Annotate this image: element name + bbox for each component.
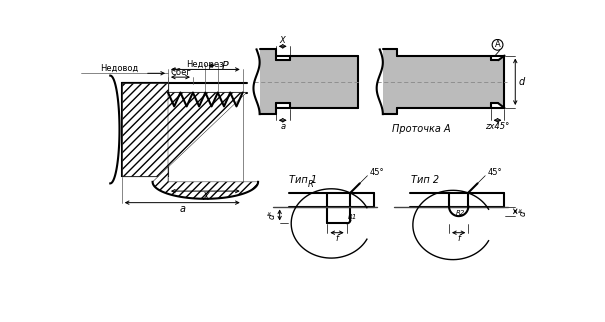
- Text: R1: R1: [348, 214, 358, 220]
- Polygon shape: [397, 56, 505, 108]
- Text: X: X: [280, 36, 286, 45]
- Text: d: d: [518, 77, 525, 87]
- Text: Тип 2: Тип 2: [411, 175, 439, 185]
- Polygon shape: [260, 49, 276, 114]
- Text: Тип 1: Тип 1: [289, 175, 317, 185]
- Text: P: P: [222, 61, 229, 71]
- Text: R: R: [307, 180, 313, 189]
- Polygon shape: [383, 49, 397, 114]
- Text: Недорез: Недорез: [186, 60, 224, 69]
- Text: A: A: [495, 40, 500, 49]
- Text: X: X: [202, 192, 209, 202]
- Text: dᴿ: dᴿ: [518, 207, 528, 216]
- Text: a: a: [280, 122, 286, 131]
- Text: dᴿ: dᴿ: [267, 211, 276, 220]
- Polygon shape: [276, 56, 358, 108]
- Polygon shape: [122, 83, 168, 176]
- Text: a: a: [179, 204, 185, 214]
- Text: f: f: [457, 234, 460, 243]
- Polygon shape: [122, 83, 168, 176]
- Text: zx45°: zx45°: [485, 122, 510, 131]
- Text: 45°: 45°: [370, 168, 384, 177]
- Text: Недовод: Недовод: [100, 63, 139, 72]
- Text: f: f: [336, 234, 339, 243]
- Text: Проточка А: Проточка А: [391, 125, 450, 135]
- Polygon shape: [152, 92, 258, 199]
- Text: R2: R2: [456, 210, 465, 216]
- Text: Сбег: Сбег: [170, 68, 191, 77]
- Text: 45°: 45°: [487, 168, 502, 177]
